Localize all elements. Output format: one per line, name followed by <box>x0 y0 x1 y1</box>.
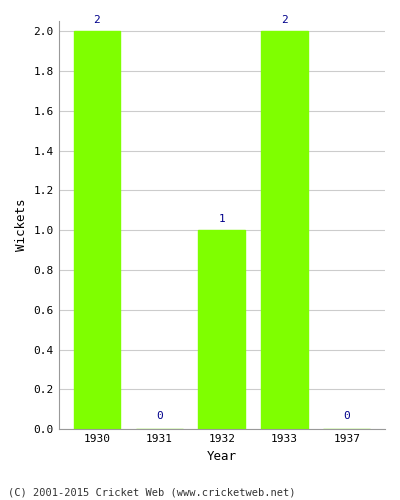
Text: 0: 0 <box>343 411 350 421</box>
Y-axis label: Wickets: Wickets <box>15 199 28 252</box>
Bar <box>198 230 245 429</box>
Bar <box>261 31 308 429</box>
Text: 0: 0 <box>156 411 163 421</box>
Text: 2: 2 <box>281 15 288 25</box>
Text: (C) 2001-2015 Cricket Web (www.cricketweb.net): (C) 2001-2015 Cricket Web (www.cricketwe… <box>8 488 296 498</box>
Bar <box>74 31 120 429</box>
Text: 2: 2 <box>94 15 100 25</box>
Text: 1: 1 <box>218 214 225 224</box>
X-axis label: Year: Year <box>207 450 237 462</box>
